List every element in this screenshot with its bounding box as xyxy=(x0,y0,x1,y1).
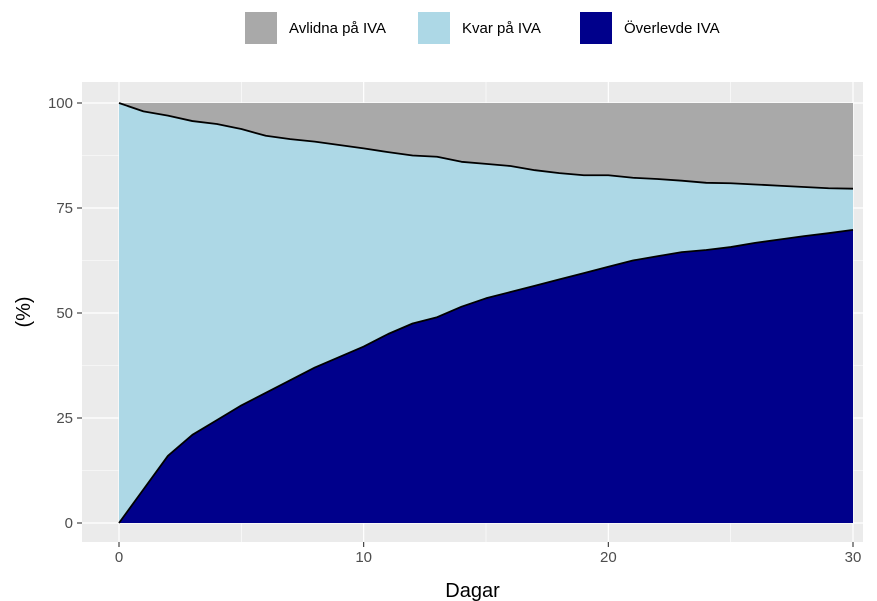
area-kvar-pa-iva xyxy=(119,103,853,523)
y-tick-label: 0 xyxy=(65,515,73,532)
axis-ticks xyxy=(77,102,854,547)
boundary-line-kvar-pa-iva xyxy=(118,102,854,190)
y-tick-label: 100 xyxy=(48,95,73,112)
legend: Avlidna på IVA Kvar på IVA Överlevde IVA xyxy=(245,12,720,44)
legend-label-avlidna-pa-iva: Avlidna på IVA xyxy=(289,20,386,37)
legend-label-overlevde-iva: Överlevde IVA xyxy=(624,19,720,37)
legend-key-kvar-pa-iva xyxy=(418,12,450,44)
y-tick-labels: 0 25 50 75 100 xyxy=(48,95,73,532)
boundary-lines xyxy=(118,102,854,524)
x-tick-label: 0 xyxy=(115,549,123,566)
x-axis-title: Dagar xyxy=(445,580,500,601)
x-tick-label: 10 xyxy=(355,549,372,566)
y-tick-label: 50 xyxy=(56,305,73,322)
x-tick-labels: 0 10 20 30 xyxy=(115,549,862,566)
y-tick-label: 75 xyxy=(56,200,73,217)
legend-label-kvar-pa-iva: Kvar på IVA xyxy=(462,20,541,37)
x-tick-label: 30 xyxy=(845,549,862,566)
boundary-line-overlevde-iva xyxy=(118,228,854,524)
y-axis-title: (%) xyxy=(13,296,35,327)
x-tick-label: 20 xyxy=(600,549,617,566)
legend-key-overlevde-iva xyxy=(580,12,612,44)
y-tick-label: 25 xyxy=(56,410,73,427)
area-series xyxy=(119,103,853,523)
area-avlidna-pa-iva xyxy=(119,103,853,189)
legend-key-avlidna-pa-iva xyxy=(245,12,277,44)
area-overlevde-iva xyxy=(119,229,853,523)
